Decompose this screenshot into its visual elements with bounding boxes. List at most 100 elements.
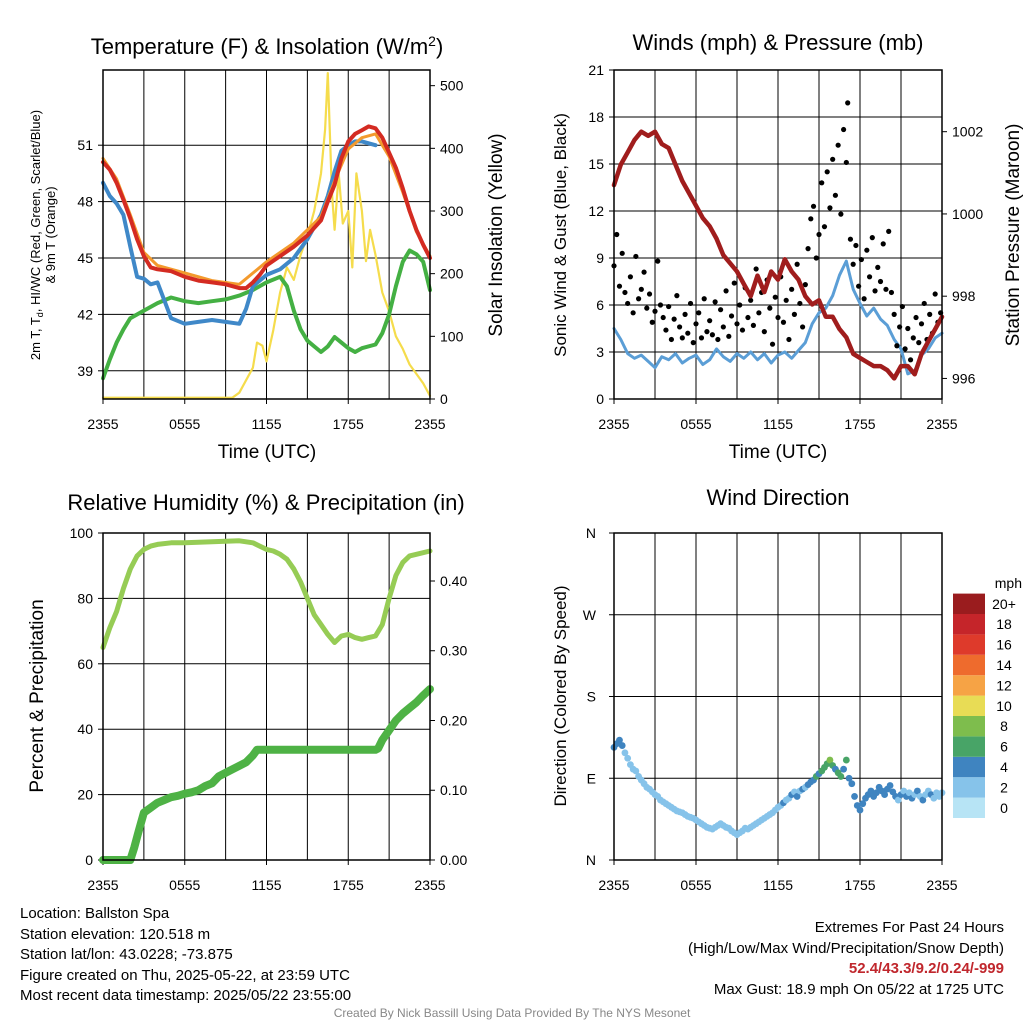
y-right-tick-label: 0.40 — [440, 573, 467, 589]
temp-right-axis-label: Solar Insolation (Yellow) — [486, 133, 507, 336]
y-tick-label: 39 — [77, 363, 93, 379]
gust-point — [810, 203, 817, 209]
x-tick-label: 2355 — [414, 416, 445, 432]
colorbar-swatch — [953, 716, 985, 737]
x-tick-label: 0555 — [169, 877, 200, 893]
gust-point — [864, 247, 870, 253]
y-tick-label: S — [587, 689, 596, 705]
x-tick-label: 2355 — [598, 877, 629, 893]
series-line-2m-t — [101, 124, 432, 291]
direction-point — [905, 789, 913, 797]
gust-point — [720, 324, 726, 330]
temp-x-axis-label: Time (UTC) — [218, 442, 317, 463]
gust-point — [715, 336, 721, 343]
gust-point — [679, 335, 685, 341]
gust-point — [652, 308, 658, 314]
gust-point — [726, 333, 732, 339]
gust-point — [739, 327, 746, 333]
gust-point — [845, 100, 851, 106]
gust-point — [627, 274, 634, 280]
gust-point — [712, 299, 718, 305]
colorbar-swatch — [953, 654, 985, 676]
gust-point — [794, 261, 800, 267]
x-tick-label: 2355 — [414, 877, 445, 893]
x-tick-label: 1155 — [251, 416, 281, 432]
gust-point — [756, 310, 762, 316]
y-tick-label: 9 — [596, 250, 604, 266]
gust-point — [858, 256, 864, 263]
colorbar-label: 18 — [996, 616, 1012, 632]
extremes-values: 52.4/43.3/9.2/0.24/-999 — [848, 960, 1004, 977]
direction-point — [621, 749, 629, 757]
y-tick-label: 0 — [85, 852, 93, 868]
y-right-tick-label: 400 — [440, 140, 464, 156]
gust-point — [869, 235, 875, 241]
colorbar-swatch — [953, 675, 985, 696]
x-tick-label: 2355 — [87, 416, 118, 432]
gust-point — [698, 335, 705, 341]
gust-point — [783, 297, 789, 303]
y-tick-label: 0 — [596, 391, 604, 407]
colorbar-label: 4 — [1000, 759, 1008, 775]
x-tick-label: 2355 — [598, 416, 629, 432]
y-tick-label: 48 — [77, 194, 93, 210]
gust-point — [847, 236, 854, 242]
svg-text:2m T, Td, HI/WC (Red, Green, S: 2m T, Td, HI/WC (Red, Green, Scarlet/Blu… — [28, 110, 45, 360]
y-tick-label: 60 — [77, 656, 93, 672]
svg-text:& 9m T (Orange): & 9m T (Orange) — [43, 186, 58, 283]
direction-point — [859, 800, 867, 808]
gust-point — [614, 231, 620, 238]
colorbar-unit: mph — [995, 575, 1022, 591]
gust-point — [701, 296, 707, 302]
direction-point — [900, 787, 908, 795]
plot-border — [102, 69, 431, 400]
gust-point — [753, 266, 759, 272]
colorbar-swatch — [953, 634, 985, 655]
y-right-tick-label: 500 — [440, 78, 464, 94]
y-right-tick-label: 0.20 — [440, 712, 467, 728]
y-tick-label: 80 — [77, 590, 93, 606]
gust-point — [646, 291, 653, 297]
y-right-tick-label: 300 — [440, 203, 464, 219]
colorbar-label: 2 — [1000, 779, 1008, 795]
gust-point — [696, 310, 702, 316]
y-right-tick-label: 0.30 — [440, 643, 467, 659]
y-tick-label: 15 — [588, 156, 604, 172]
gust-point — [769, 341, 776, 347]
gust-point — [832, 192, 839, 198]
rh-left-axis-label: Percent & Precipitation — [27, 599, 48, 792]
y-right-tick-label: 996 — [952, 370, 976, 386]
colorbar-label: 6 — [1000, 739, 1008, 755]
gust-point — [649, 319, 655, 325]
series-line-sonic-wind — [612, 259, 944, 376]
colorbar-label: 8 — [1000, 718, 1008, 734]
gust-point — [916, 340, 922, 346]
gust-point — [872, 288, 878, 294]
gust-point — [723, 288, 729, 294]
gust-point — [838, 211, 844, 217]
y-right-tick-label: 1000 — [952, 206, 983, 222]
colorbar-swatch — [953, 695, 985, 716]
gust-point — [789, 286, 795, 292]
direction-point — [842, 756, 850, 764]
wind-panel: 2355 0555 1155 1755 2355 0 3 6 9 12 15 18 21 996 998 10… — [588, 62, 983, 432]
direction-point — [848, 780, 856, 788]
extremes-info: Extremes For Past 24 Hours (High/Low/Max… — [688, 918, 1004, 1000]
wind-x-axis-label: Time (UTC) — [729, 442, 828, 463]
wind-left-axis-label: Sonic Wind & Gust (Blue, Black) — [551, 113, 570, 357]
gust-point — [897, 324, 903, 330]
colorbar-swatch — [953, 756, 985, 778]
colorbar-label: 0 — [1000, 800, 1008, 816]
gust-point — [899, 303, 905, 310]
extremes-title: Extremes For Past 24 Hours — [814, 919, 1004, 936]
gust-point — [786, 336, 792, 343]
gust-point — [850, 261, 856, 267]
y-tick-label: 20 — [77, 787, 93, 803]
gust-point — [775, 314, 781, 321]
rh-panel: 2355 0555 1155 1755 2355 0 20 40 60 80 100 0.00 0.10… — [70, 525, 468, 893]
gust-point — [655, 258, 661, 264]
gust-point — [805, 246, 811, 252]
gust-point — [709, 332, 716, 338]
gust-point — [886, 228, 892, 234]
series-line-td — [101, 248, 432, 381]
